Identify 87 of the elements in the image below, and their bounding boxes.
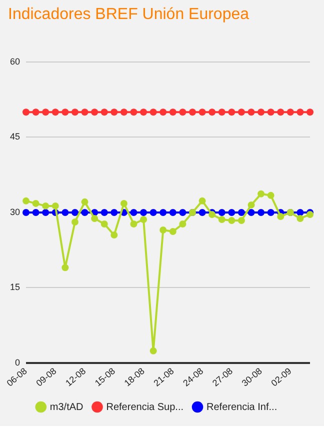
- point: [120, 200, 128, 207]
- point: [110, 208, 118, 216]
- point: [140, 108, 148, 116]
- point: [140, 208, 148, 216]
- point: [208, 108, 216, 116]
- point: [179, 220, 186, 228]
- y-tick-label: 15: [10, 282, 20, 292]
- legend-label: Referencia Sup...: [106, 402, 184, 413]
- chart-title: Indicadores BREF Unión Europea: [7, 5, 250, 25]
- point: [296, 214, 304, 222]
- point: [238, 216, 245, 224]
- point: [228, 208, 236, 216]
- point: [286, 108, 294, 116]
- point: [150, 108, 157, 116]
- point: [100, 220, 108, 228]
- point: [258, 208, 265, 216]
- point: [62, 264, 69, 272]
- point: [130, 220, 138, 228]
- point: [306, 108, 314, 116]
- point: [218, 108, 226, 116]
- point: [91, 108, 98, 116]
- point: [248, 201, 255, 208]
- point: [81, 208, 88, 216]
- point: [296, 108, 304, 116]
- point: [228, 108, 236, 116]
- point: [258, 190, 265, 198]
- point: [42, 208, 50, 216]
- point: [160, 208, 167, 216]
- point: [267, 108, 274, 116]
- point: [42, 202, 50, 210]
- point: [120, 108, 128, 116]
- y-tick-label: 60: [10, 56, 20, 66]
- point: [169, 208, 176, 216]
- point: [140, 216, 148, 223]
- point: [32, 200, 40, 207]
- point: [150, 347, 157, 354]
- point: [179, 108, 186, 116]
- point: [160, 226, 167, 234]
- point: [32, 108, 40, 116]
- legend-label: m3/tAD: [50, 402, 84, 413]
- point: [238, 208, 245, 216]
- point: [228, 216, 236, 224]
- point: [218, 208, 226, 216]
- point: [198, 108, 206, 116]
- point: [32, 208, 40, 216]
- point: [198, 208, 206, 216]
- point: [71, 218, 78, 226]
- point: [130, 208, 138, 216]
- point: [100, 108, 108, 116]
- point: [71, 208, 78, 216]
- y-tick-label: 0: [14, 357, 20, 368]
- point: [91, 214, 98, 222]
- point: [110, 232, 118, 239]
- point: [277, 108, 284, 116]
- point: [81, 108, 88, 116]
- y-tick-label: 30: [10, 206, 20, 217]
- point: [100, 208, 108, 216]
- point: [62, 208, 69, 216]
- point: [198, 197, 206, 204]
- point: [71, 108, 78, 116]
- legend-label: Referencia Inf...: [206, 402, 278, 413]
- point: [169, 108, 176, 116]
- point: [150, 208, 157, 216]
- point: [22, 197, 30, 204]
- point: [296, 208, 304, 216]
- point: [218, 216, 226, 223]
- point: [81, 198, 88, 206]
- point: [42, 108, 50, 116]
- point: [169, 228, 176, 236]
- point: [52, 108, 59, 116]
- point: [258, 108, 265, 116]
- point: [267, 192, 274, 199]
- point: [277, 212, 284, 220]
- point: [22, 208, 30, 216]
- point: [267, 208, 274, 216]
- point: [188, 108, 196, 116]
- point: [238, 108, 245, 116]
- point: [130, 108, 138, 116]
- point: [52, 202, 59, 210]
- y-tick-label: 45: [10, 132, 20, 142]
- point: [160, 108, 167, 116]
- point: [179, 208, 186, 216]
- point: [248, 108, 255, 116]
- point: [62, 108, 69, 116]
- point: [248, 208, 255, 216]
- point: [110, 108, 118, 116]
- point: [22, 108, 30, 116]
